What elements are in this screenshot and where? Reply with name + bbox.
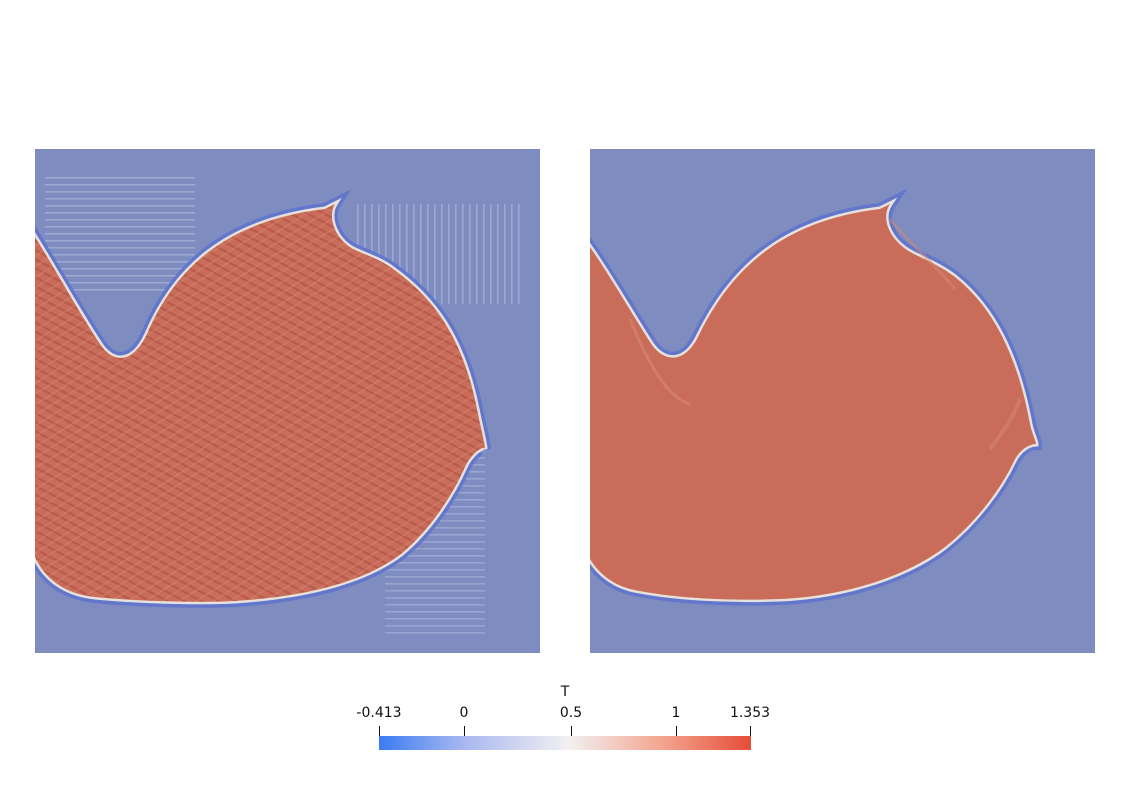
- colorbar-tick-label: -0.413: [356, 705, 402, 721]
- colorbar-tick-label: 1: [671, 705, 681, 721]
- colorbar-tick-label: 1.353: [729, 705, 771, 721]
- colorbar-tick-label: 0: [459, 705, 469, 721]
- colorbar-tick-mark: [571, 726, 572, 738]
- left-blob-oscillation: [35, 204, 485, 602]
- colorbar-tick-mark: [676, 726, 677, 738]
- right-inner-band: [628, 318, 691, 406]
- colorbar: T -0.413 0 0.5 1 1.353: [340, 680, 800, 760]
- colorbar-title: T: [560, 684, 570, 700]
- right-blob: [590, 204, 1036, 600]
- right-inner-band-3: [988, 398, 1022, 451]
- right-field-plot: [590, 149, 1095, 653]
- colorbar-tick-mark: [464, 726, 465, 738]
- left-ripple-top-left: [45, 174, 195, 294]
- left-field-panel: [35, 149, 540, 653]
- colorbar-tick-mark: [379, 726, 380, 738]
- colorbar-gradient: [379, 736, 751, 750]
- left-field-plot: [35, 149, 540, 653]
- colorbar-tick-mark: [750, 726, 751, 738]
- colorbar-tick-label: 0.5: [559, 705, 583, 721]
- right-inner-band-2: [888, 218, 957, 290]
- right-field-panel: [590, 149, 1095, 653]
